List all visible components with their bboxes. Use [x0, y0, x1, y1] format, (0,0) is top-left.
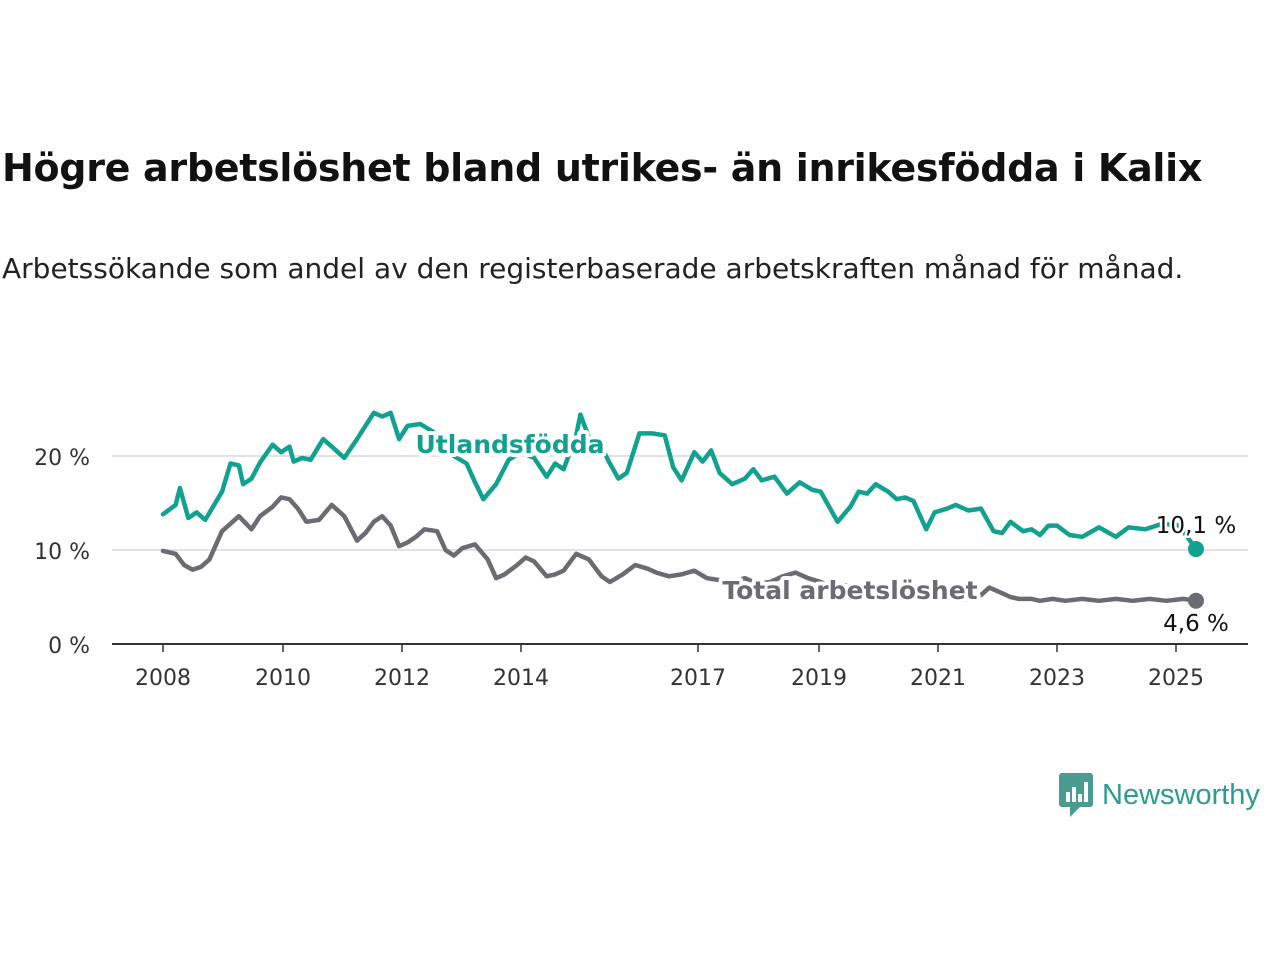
series-annotations: Utlandsfödda Total arbetslöshet [412, 426, 982, 609]
y-axis-ticks: 0 % 10 % 20 % [34, 446, 90, 659]
newsworthy-brand[interactable]: Newsworthy [1058, 772, 1260, 818]
x-tick-label: 2014 [493, 666, 549, 691]
series-lines: 10,1 % 4,6 % [160, 410, 1239, 639]
x-tick-label: 2012 [374, 666, 430, 691]
series-line-utlandsfodda [160, 410, 1199, 552]
series-end-point [1188, 541, 1204, 558]
y-tick-label: 20 % [34, 446, 90, 471]
x-tick-label: 2017 [670, 666, 726, 691]
brand-name: Newsworthy [1102, 778, 1260, 811]
x-tick-label: 2025 [1148, 666, 1204, 691]
y-tick-label: 10 % [34, 540, 90, 565]
x-tick-label: 2008 [135, 666, 191, 691]
annotation-utlandsfodda: Utlandsfödda [416, 430, 605, 459]
annotation-total: Total arbetslöshet [722, 576, 977, 605]
chart-title: Högre arbetslöshet bland utrikes- än inr… [2, 146, 1203, 190]
x-tick-label: 2010 [255, 666, 311, 691]
x-tick-label: 2023 [1029, 666, 1085, 691]
chart-subtitle: Arbetssökande som andel av den registerb… [2, 252, 1184, 285]
x-axis-ticks: 2008 2010 2012 2014 2017 2019 2021 2023 2025 [135, 644, 1204, 691]
newsworthy-logo-icon [1059, 773, 1093, 817]
series-line-total [160, 495, 1199, 604]
series-end-point [1188, 592, 1204, 609]
x-tick-label: 2019 [791, 666, 847, 691]
y-tick-label: 0 % [48, 634, 90, 659]
series-end-label: 4,6 % [1163, 611, 1229, 637]
x-tick-label: 2021 [910, 666, 966, 691]
line-chart: 0 % 10 % 20 % 2008 2010 2012 2014 2017 2019 2021… [34, 410, 1248, 691]
series-end-label: 10,1 % [1156, 513, 1236, 539]
